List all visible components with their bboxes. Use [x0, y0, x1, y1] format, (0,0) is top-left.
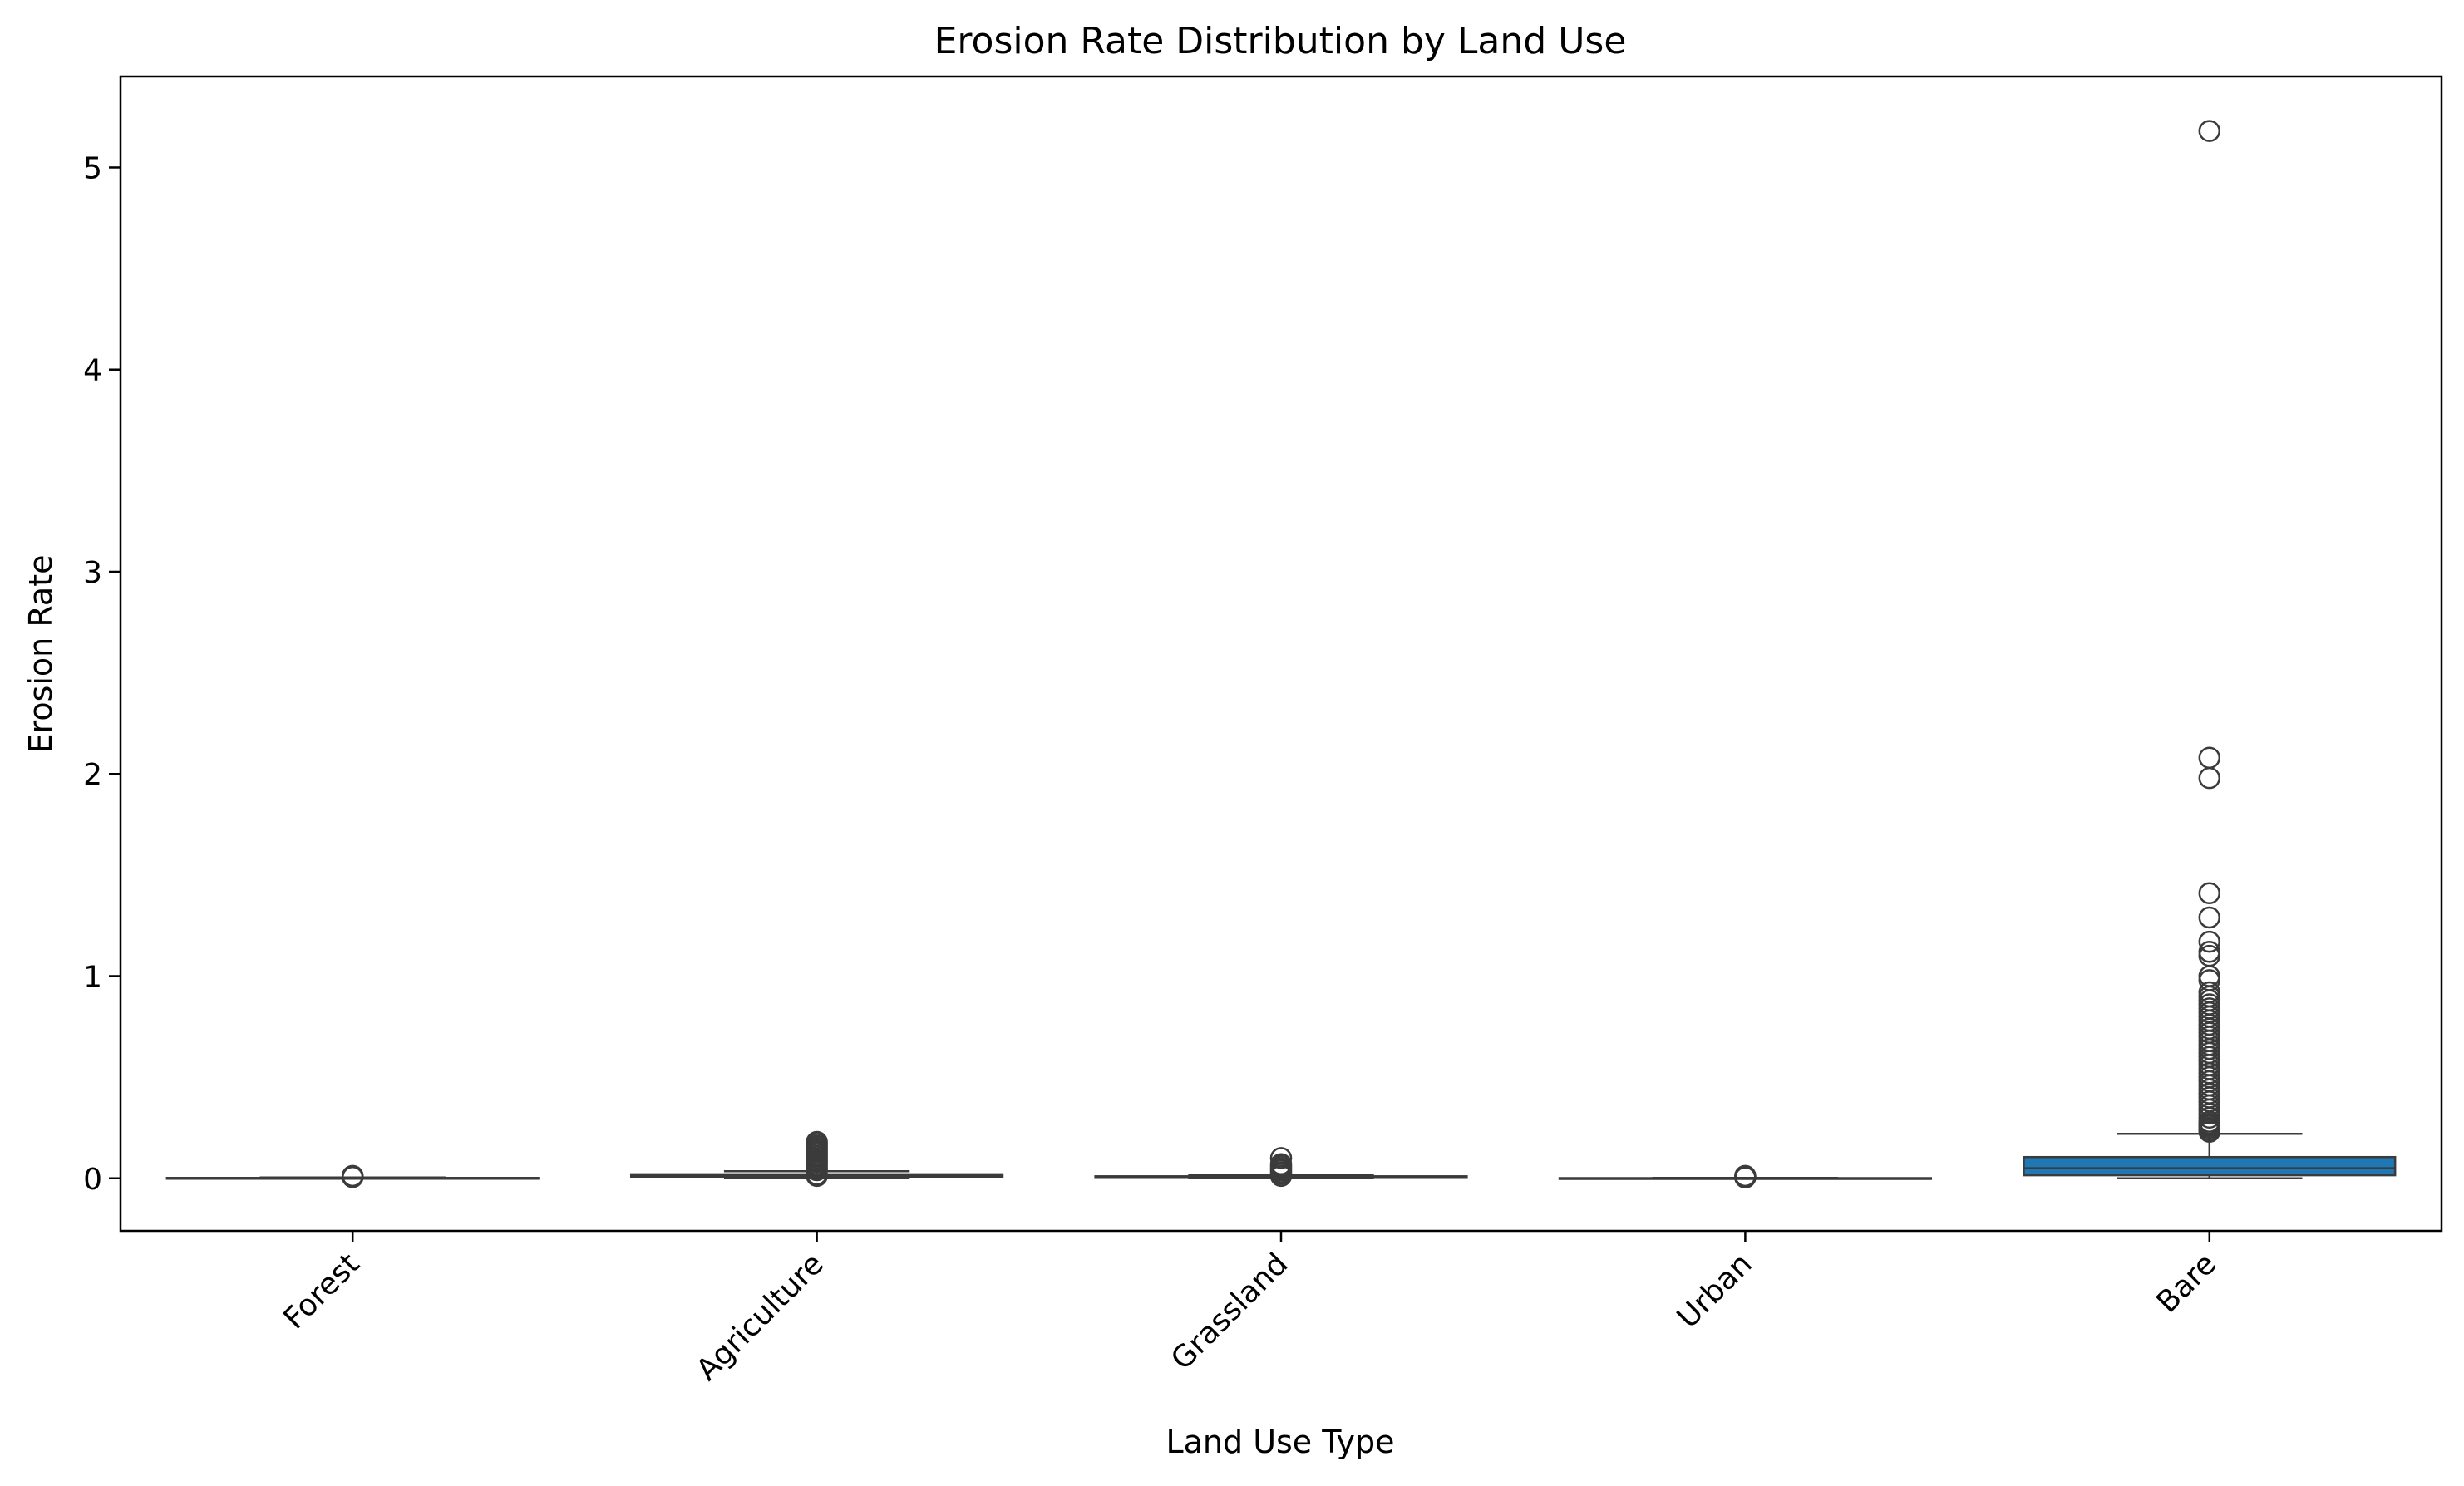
y-tick-label: 3: [83, 556, 102, 590]
y-tick-label: 4: [83, 354, 102, 388]
outlier-point: [1734, 1164, 1757, 1188]
plot-frame: [119, 75, 2443, 1233]
outlier-point: [2198, 120, 2221, 142]
y-tick-label: 1: [83, 960, 102, 994]
y-tick-label: 0: [83, 1163, 102, 1197]
outlier-point: [2198, 746, 2221, 770]
outlier-point: [806, 1130, 828, 1154]
outlier-point: [2198, 981, 2221, 1004]
y-tick-label: 5: [83, 151, 102, 185]
outlier-point: [1269, 1164, 1293, 1188]
iqr-box: [2023, 1155, 2397, 1177]
outlier-point: [2198, 906, 2221, 929]
outlier-point: [341, 1164, 364, 1188]
outlier-point: [806, 1163, 828, 1186]
outlier-point: [1269, 1147, 1293, 1169]
outlier-point: [2198, 882, 2221, 905]
chart-title: Erosion Rate Distribution by Land Use: [934, 20, 1627, 62]
x-axis-label: Land Use Type: [1165, 1424, 1394, 1460]
outlier-point: [2198, 941, 2221, 963]
outlier-point: [2198, 930, 2221, 953]
y-tick-label: 2: [83, 758, 102, 792]
y-axis-label: Erosion Rate: [22, 555, 59, 754]
outlier-point: [1269, 1153, 1293, 1175]
